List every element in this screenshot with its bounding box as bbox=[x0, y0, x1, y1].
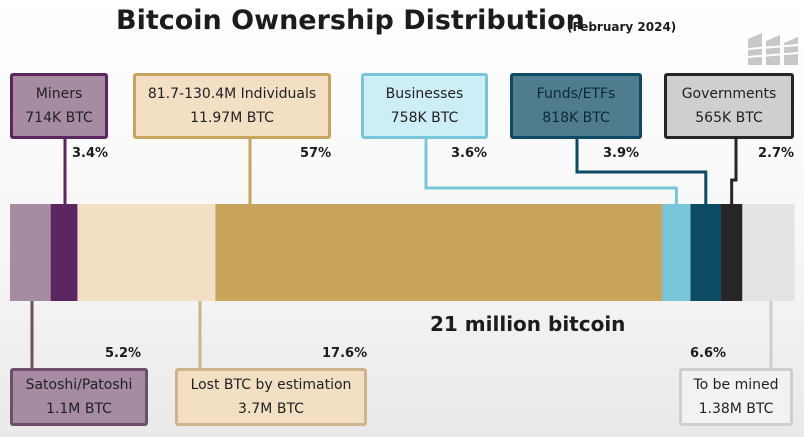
segment-amount: 1.1M BTC bbox=[46, 401, 112, 417]
bar-segment-to-be-mined bbox=[742, 204, 795, 301]
bar-segment-lost-btc-by-estimation bbox=[77, 204, 217, 301]
segment-percent: 5.2% bbox=[105, 346, 142, 361]
total-label: 21 million bitcoin bbox=[430, 312, 626, 336]
label-box-lost-btc-by-estimation: Lost BTC by estimation 3.7M BTC bbox=[175, 368, 367, 426]
segment-percent: 3.6% bbox=[451, 146, 488, 161]
segment-percent: 3.4% bbox=[72, 146, 109, 161]
segment-amount: 3.7M BTC bbox=[238, 401, 304, 417]
connector-businesses bbox=[424, 139, 678, 204]
segment-amount: 714K BTC bbox=[25, 110, 93, 126]
logo-icon bbox=[747, 33, 799, 65]
segment-percent: 6.6% bbox=[690, 346, 727, 361]
bar-segment-81-7-130-4m-individuals bbox=[215, 204, 663, 301]
bar-segment-businesses bbox=[662, 204, 692, 301]
label-box-to-be-mined: To be mined 1.38M BTC bbox=[679, 368, 793, 426]
segment-percent: 17.6% bbox=[322, 346, 368, 361]
segment-name: To be mined bbox=[693, 377, 779, 393]
label-box-satoshi-patoshi: Satoshi/Patoshi 1.1M BTC bbox=[10, 368, 148, 426]
label-box-funds-etfs: Funds/ETFs 818K BTC bbox=[510, 73, 642, 139]
segment-name: Miners bbox=[35, 86, 83, 102]
bar-segment-satoshi-patoshi bbox=[10, 204, 52, 301]
segment-name: 81.7-130.4M Individuals bbox=[147, 86, 317, 102]
segment-name: Funds/ETFs bbox=[536, 86, 616, 102]
segment-amount: 818K BTC bbox=[542, 110, 610, 126]
label-box-businesses: Businesses 758K BTC bbox=[361, 73, 488, 139]
label-box-miners: Miners 714K BTC bbox=[10, 73, 108, 139]
segment-percent: 3.9% bbox=[603, 146, 640, 161]
segment-amount: 565K BTC bbox=[695, 110, 763, 126]
chart-subtitle: (February 2024) bbox=[567, 20, 677, 34]
segment-percent: 57% bbox=[300, 146, 332, 161]
chart-title: Bitcoin Ownership Distribution bbox=[116, 5, 585, 36]
segment-name: Satoshi/Patoshi bbox=[25, 377, 133, 393]
segment-amount: 11.97M BTC bbox=[190, 110, 274, 126]
segment-name: Lost BTC by estimation bbox=[190, 377, 352, 393]
label-box-81-7-130-4m-individuals: 81.7-130.4M Individuals 11.97M BTC bbox=[133, 73, 331, 139]
bar-segment-governments bbox=[721, 204, 743, 301]
bar-segment-funds-etfs bbox=[690, 204, 722, 301]
segment-name: Businesses bbox=[385, 86, 464, 102]
bar-segment-miners bbox=[50, 204, 79, 301]
segment-amount: 758K BTC bbox=[390, 110, 459, 126]
segment-amount: 1.38M BTC bbox=[698, 401, 774, 417]
label-box-governments: Governments 565K BTC bbox=[664, 73, 794, 139]
connector-governments bbox=[730, 139, 738, 204]
segment-name: Governments bbox=[681, 86, 777, 102]
connector-funds-etfs bbox=[575, 139, 708, 204]
segment-percent: 2.7% bbox=[758, 146, 795, 161]
